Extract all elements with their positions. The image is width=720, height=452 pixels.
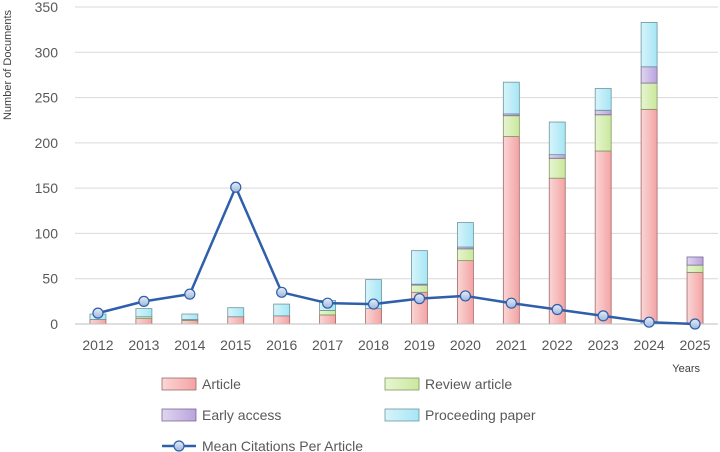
bar-proceeding-paper-2023 <box>594 88 612 111</box>
bar-proceeding-paper-2015 <box>227 307 245 318</box>
mean-citations-point-2019 <box>413 293 426 305</box>
bar-proceeding-paper-2022 <box>548 121 566 156</box>
y-tick-label: 150 <box>35 180 59 196</box>
x-tick-label: 2025 <box>679 337 710 353</box>
y-tick-label: 50 <box>42 271 58 287</box>
mean-citations-point-2014 <box>184 288 196 300</box>
legend-label: Article <box>202 376 241 392</box>
bar-review-article-2020 <box>456 248 474 261</box>
bar-review-article-2021 <box>502 115 520 137</box>
legend-swatch-proceeding-paper <box>384 408 420 422</box>
bar-proceeding-paper-2021 <box>502 81 520 115</box>
x-tick-label: 2015 <box>220 337 251 353</box>
bar-proceeding-paper-2020 <box>456 222 474 248</box>
bar-article-2012 <box>89 319 107 325</box>
mean-citations-point-2018 <box>367 298 380 310</box>
mean-citations-point-2012 <box>92 307 104 319</box>
bar-early-access-2023 <box>594 109 612 116</box>
y-axis-ticks: 0 50 100 150 200 250 300 350 <box>35 0 59 332</box>
y-tick-label: 200 <box>35 135 59 151</box>
bar-proceeding-paper-2014 <box>181 313 199 320</box>
x-tick-label: 2017 <box>312 337 343 353</box>
y-tick-label: 250 <box>35 90 59 106</box>
bar-article-2016 <box>273 315 291 325</box>
bar-article-2023 <box>594 150 612 325</box>
mean-citations-point-2016 <box>276 286 288 298</box>
x-tick-label: 2013 <box>128 337 159 353</box>
bar-article-2022 <box>548 177 566 325</box>
bar-article-2025 <box>686 271 704 325</box>
bar-early-access-2022 <box>548 154 566 159</box>
mean-citations-point-2024 <box>643 316 655 328</box>
bar-article-2014 <box>181 319 199 325</box>
x-tick-label: 2022 <box>542 337 573 353</box>
bar-article-2015 <box>227 316 245 325</box>
mean-citations-point-2017 <box>322 297 334 309</box>
legend-label: Mean Citations Per Article <box>202 438 363 452</box>
mean-citations-point-2021 <box>505 297 517 309</box>
y-tick-label: 300 <box>35 44 59 60</box>
bar-proceeding-paper-2019 <box>411 250 428 285</box>
mean-citations-point-2025 <box>689 318 701 330</box>
mean-citations-line <box>97 185 696 326</box>
x-tick-label: 2018 <box>358 337 389 353</box>
legend-label: Proceeding paper <box>425 407 536 423</box>
y-tick-label: 100 <box>35 225 59 241</box>
bar-article-2021 <box>502 136 520 325</box>
legend-label: Early access <box>202 407 281 423</box>
bar-review-article-2024 <box>640 82 658 110</box>
mean-citations-point-2022 <box>551 303 563 316</box>
x-axis-title: Years <box>672 363 700 375</box>
legend-label: Review article <box>425 376 512 392</box>
bar-review-article-2023 <box>594 114 612 152</box>
x-tick-label: 2020 <box>450 337 481 353</box>
mean-citations-point-2020 <box>459 290 471 302</box>
x-tick-label: 2023 <box>588 337 619 353</box>
bar-article-2017 <box>319 314 337 325</box>
bar-early-access-2024 <box>640 66 658 84</box>
bar-article-2024 <box>640 108 658 325</box>
bar-article-2013 <box>135 318 153 325</box>
legend-swatch-early-access <box>161 408 197 422</box>
gridlines <box>75 6 718 280</box>
bar-review-article-2017 <box>319 310 337 316</box>
bar-review-article-2019 <box>411 284 428 293</box>
y-tick-label: 0 <box>50 316 58 332</box>
bar-early-access-2025 <box>686 256 704 266</box>
x-axis-ticks: 2012 2013 2014 2015 2016 2017 2018 2019 2020 2021… <box>82 337 710 353</box>
y-axis-title: Number of Documents <box>2 9 14 120</box>
line-series <box>92 181 701 330</box>
bar-review-article-2022 <box>548 157 566 179</box>
x-tick-label: 2016 <box>266 337 297 353</box>
x-tick-label: 2012 <box>82 337 113 353</box>
legend-swatch-article <box>161 377 197 391</box>
bar-article-2018 <box>365 308 382 325</box>
x-tick-label: 2014 <box>174 337 205 353</box>
legend-swatch-review-article <box>384 377 420 391</box>
x-tick-label: 2019 <box>404 337 435 353</box>
bar-proceeding-paper-2024 <box>640 21 658 68</box>
x-tick-label: 2021 <box>496 337 527 353</box>
legend: Article Review article Early access Proceed… <box>161 376 536 452</box>
mean-citations-point-2013 <box>138 295 150 307</box>
legend-marker-mean-citations <box>173 440 185 452</box>
x-tick-label: 2024 <box>634 337 665 353</box>
bar-review-article-2025 <box>686 264 704 273</box>
bar-proceeding-paper-2013 <box>135 308 153 318</box>
mean-citations-point-2015 <box>230 181 242 193</box>
bar-proceeding-paper-2016 <box>273 303 291 317</box>
mean-citations-point-2023 <box>597 310 609 322</box>
y-tick-label: 350 <box>35 0 59 15</box>
